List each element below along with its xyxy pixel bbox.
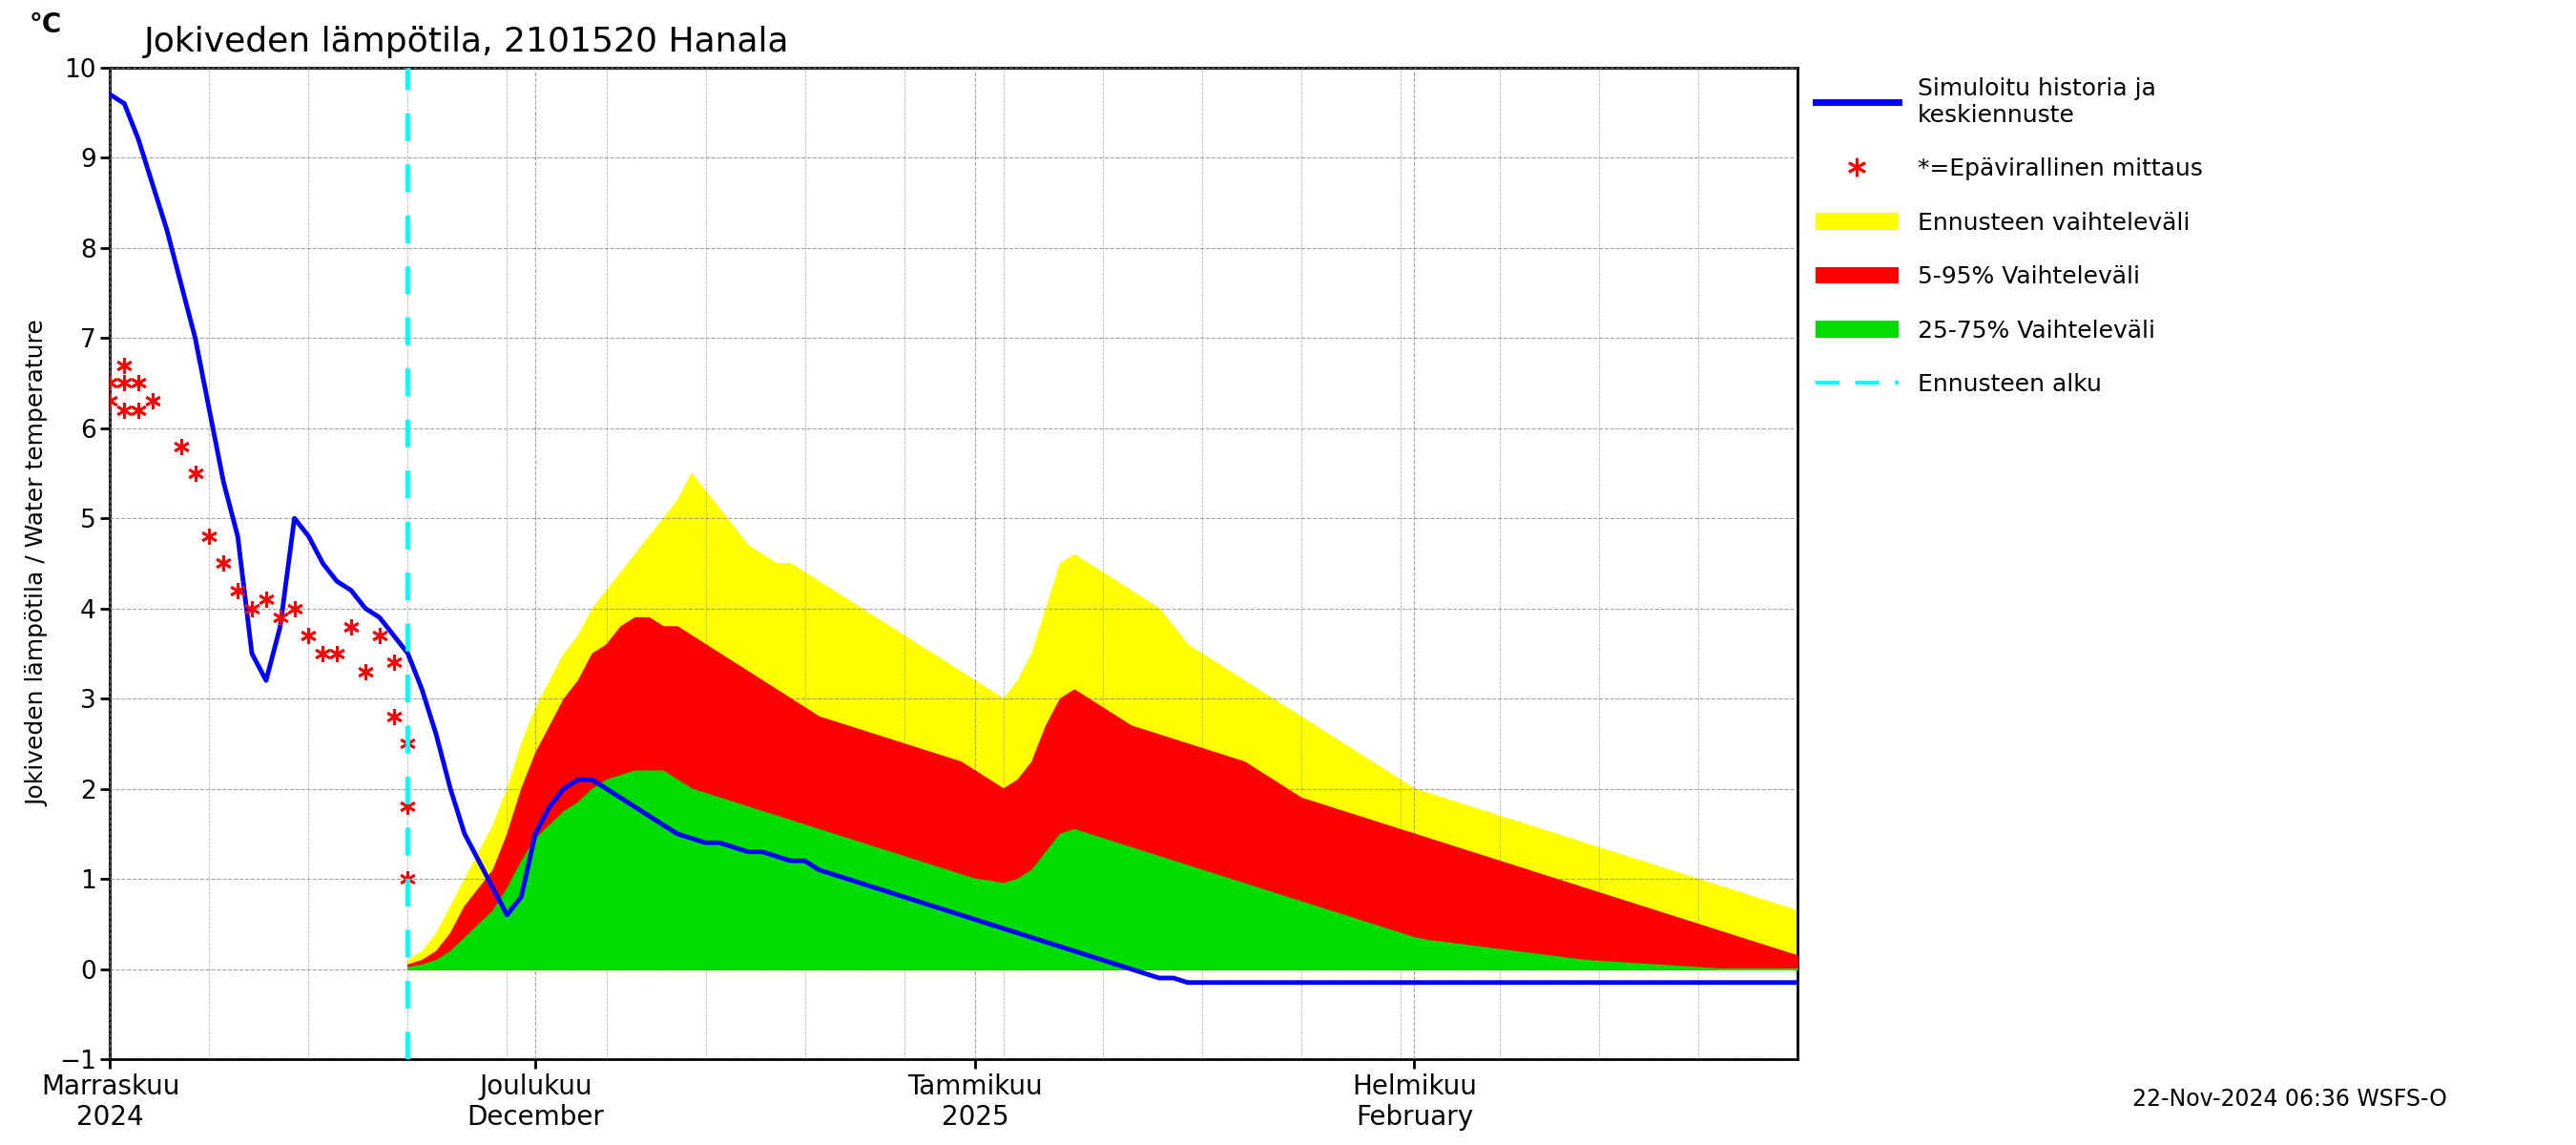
Text: Jokiveden lämpötila, 2101520 Hanala: Jokiveden lämpötila, 2101520 Hanala xyxy=(144,26,788,58)
Y-axis label: Jokiveden lämpötila / Water temperature: Jokiveden lämpötila / Water temperature xyxy=(26,321,49,806)
Legend: Simuloitu historia ja
keskiennuste, *=Epävirallinen mittaus, Ennusteen vaihtelev: Simuloitu historia ja keskiennuste, *=Ep… xyxy=(1806,68,2213,405)
Text: 22-Nov-2024 06:36 WSFS-O: 22-Nov-2024 06:36 WSFS-O xyxy=(2133,1088,2447,1111)
Text: °C: °C xyxy=(28,11,62,38)
